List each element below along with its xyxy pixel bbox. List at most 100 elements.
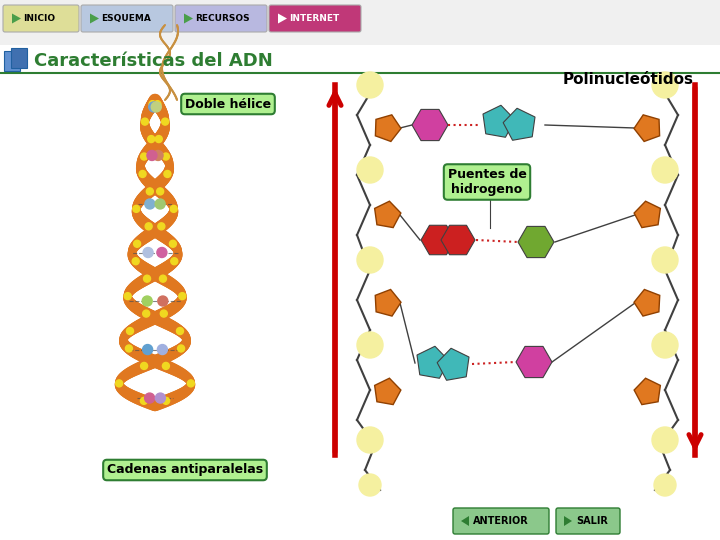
Circle shape (169, 240, 176, 247)
Circle shape (158, 296, 168, 306)
Text: Cadenas antiparalelas: Cadenas antiparalelas (107, 463, 263, 476)
Circle shape (143, 275, 150, 282)
Circle shape (159, 275, 166, 282)
Circle shape (151, 102, 161, 112)
Circle shape (145, 223, 152, 230)
Circle shape (132, 205, 140, 212)
Circle shape (357, 332, 383, 358)
Circle shape (359, 474, 381, 496)
Circle shape (170, 205, 177, 212)
FancyBboxPatch shape (453, 508, 549, 534)
Text: Características del ADN: Características del ADN (34, 52, 273, 70)
Polygon shape (12, 14, 21, 24)
Polygon shape (437, 348, 469, 380)
Circle shape (125, 345, 132, 352)
Circle shape (143, 247, 153, 258)
Circle shape (156, 136, 162, 143)
FancyBboxPatch shape (269, 5, 361, 32)
Circle shape (147, 151, 157, 160)
Circle shape (155, 199, 165, 209)
Text: Doble hélice: Doble hélice (185, 98, 271, 111)
Circle shape (163, 153, 169, 160)
Polygon shape (417, 346, 449, 379)
Circle shape (141, 118, 148, 125)
Circle shape (652, 247, 678, 273)
Polygon shape (90, 14, 99, 24)
FancyBboxPatch shape (3, 5, 79, 32)
Polygon shape (461, 516, 469, 526)
FancyBboxPatch shape (0, 0, 720, 45)
Circle shape (654, 474, 676, 496)
Text: RECURSOS: RECURSOS (195, 14, 250, 23)
Circle shape (652, 332, 678, 358)
Circle shape (149, 100, 156, 107)
Polygon shape (483, 105, 515, 137)
Polygon shape (375, 289, 401, 316)
Circle shape (134, 240, 140, 247)
Text: INTERNET: INTERNET (289, 14, 339, 23)
Circle shape (140, 153, 148, 160)
Circle shape (176, 328, 184, 335)
Circle shape (154, 100, 161, 107)
Circle shape (187, 380, 194, 387)
Polygon shape (634, 115, 660, 141)
Circle shape (116, 380, 122, 387)
Circle shape (127, 328, 133, 335)
Circle shape (142, 296, 152, 306)
Circle shape (161, 310, 167, 317)
Text: ANTERIOR: ANTERIOR (473, 516, 528, 526)
Polygon shape (564, 516, 572, 526)
Circle shape (357, 247, 383, 273)
Circle shape (178, 345, 184, 352)
Circle shape (179, 293, 186, 300)
Polygon shape (634, 289, 660, 316)
Text: Polinucleótidos: Polinucleótidos (562, 72, 693, 87)
Polygon shape (421, 225, 455, 255)
Circle shape (143, 345, 153, 355)
FancyBboxPatch shape (556, 508, 620, 534)
Polygon shape (518, 226, 554, 258)
Circle shape (149, 102, 158, 112)
Circle shape (143, 310, 150, 317)
Circle shape (652, 427, 678, 453)
FancyBboxPatch shape (0, 45, 720, 73)
Circle shape (652, 157, 678, 183)
Circle shape (153, 151, 163, 160)
Circle shape (132, 258, 139, 265)
Circle shape (140, 397, 148, 404)
Circle shape (157, 188, 163, 195)
Polygon shape (184, 14, 193, 24)
Circle shape (125, 293, 131, 300)
Polygon shape (516, 347, 552, 377)
Circle shape (148, 136, 155, 143)
Polygon shape (441, 225, 475, 255)
Text: ESQUEMA: ESQUEMA (101, 14, 151, 23)
Circle shape (146, 188, 153, 195)
Circle shape (163, 362, 169, 369)
Circle shape (357, 427, 383, 453)
Circle shape (158, 223, 165, 230)
Text: SALIR: SALIR (576, 516, 608, 526)
FancyBboxPatch shape (81, 5, 173, 32)
Polygon shape (374, 201, 401, 227)
FancyBboxPatch shape (175, 5, 267, 32)
Polygon shape (634, 378, 660, 404)
FancyBboxPatch shape (11, 48, 27, 68)
Polygon shape (374, 378, 401, 404)
Circle shape (163, 397, 170, 404)
Circle shape (157, 247, 167, 258)
Polygon shape (634, 201, 660, 227)
Polygon shape (503, 108, 535, 140)
Circle shape (145, 393, 155, 403)
Circle shape (161, 118, 168, 125)
Circle shape (156, 393, 166, 403)
FancyBboxPatch shape (4, 51, 20, 71)
Circle shape (164, 171, 171, 178)
Circle shape (145, 199, 155, 209)
Circle shape (357, 72, 383, 98)
Circle shape (171, 258, 178, 265)
Text: Puentes de
hidrogeno: Puentes de hidrogeno (448, 168, 526, 196)
Circle shape (139, 171, 146, 178)
Polygon shape (375, 115, 401, 141)
Circle shape (652, 72, 678, 98)
